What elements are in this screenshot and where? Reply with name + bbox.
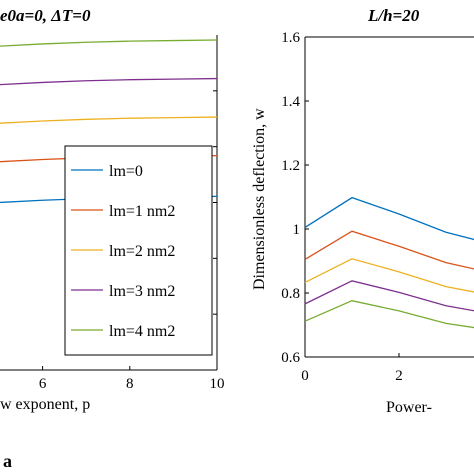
right-series-line-3	[304, 280, 474, 312]
right-y-tick-label: 0.6	[281, 350, 300, 366]
right-y-tick-label: 1.4	[281, 94, 300, 110]
right-series-line-0	[304, 196, 474, 241]
right-x-tick-label: 2	[395, 368, 403, 384]
left-x-tick-label: 8	[126, 376, 134, 392]
right-y-tick-label: 1	[293, 222, 301, 238]
legend-label-3: lm=3 nm2	[109, 283, 175, 300]
right-chart-title: L/h=20	[367, 6, 420, 25]
right-x-tick-label: 0	[301, 368, 309, 384]
left-x-axis-label: w exponent, p	[0, 396, 90, 413]
left-legend: lm=0 lm=1 nm2 lm=2 nm2 lm=3 nm2 lm=4 nm2	[64, 145, 213, 356]
right-y-tick-labels: 0.6 0.8 1 1.2 1.4 1.6	[281, 30, 300, 366]
left-chart-title: e0a=0, ΔT=0	[0, 6, 91, 25]
right-y-tick-label: 1.6	[281, 30, 300, 46]
left-chart: e0a=0, ΔT=0 6 8 10 w exponent, p lm=0 lm=1 …	[0, 6, 225, 413]
panel-label: a	[3, 451, 12, 471]
legend-label-0: lm=0	[109, 163, 143, 180]
right-y-axis-label: Dimensionless deflection, w	[251, 108, 268, 290]
left-series-line-2	[0, 116, 218, 124]
left-x-tick-labels: 6 8 10	[39, 376, 225, 392]
right-chart: L/h=20 024 0.60.811.21.41.6 Dimensionles…	[251, 6, 474, 416]
right-series-line-1	[304, 230, 474, 270]
left-x-tick-label: 6	[39, 376, 47, 392]
right-y-tick-label: 0.8	[281, 286, 300, 302]
right-x-axis-label: Power-	[386, 399, 432, 416]
left-x-tick-label: 10	[210, 376, 225, 392]
right-series-line-4	[304, 300, 474, 329]
right-plot-area	[304, 36, 474, 358]
right-series-line-2	[304, 258, 474, 293]
legend-label-4: lm=4 nm2	[109, 323, 175, 340]
right-y-tick-label: 1.2	[281, 158, 300, 174]
legend-label-2: lm=2 nm2	[109, 243, 175, 260]
left-series-line-4	[0, 39, 218, 47]
right-x-tick-labels: 024	[301, 368, 403, 384]
legend-label-1: lm=1 nm2	[109, 203, 175, 220]
left-series-line-3	[0, 77, 218, 86]
